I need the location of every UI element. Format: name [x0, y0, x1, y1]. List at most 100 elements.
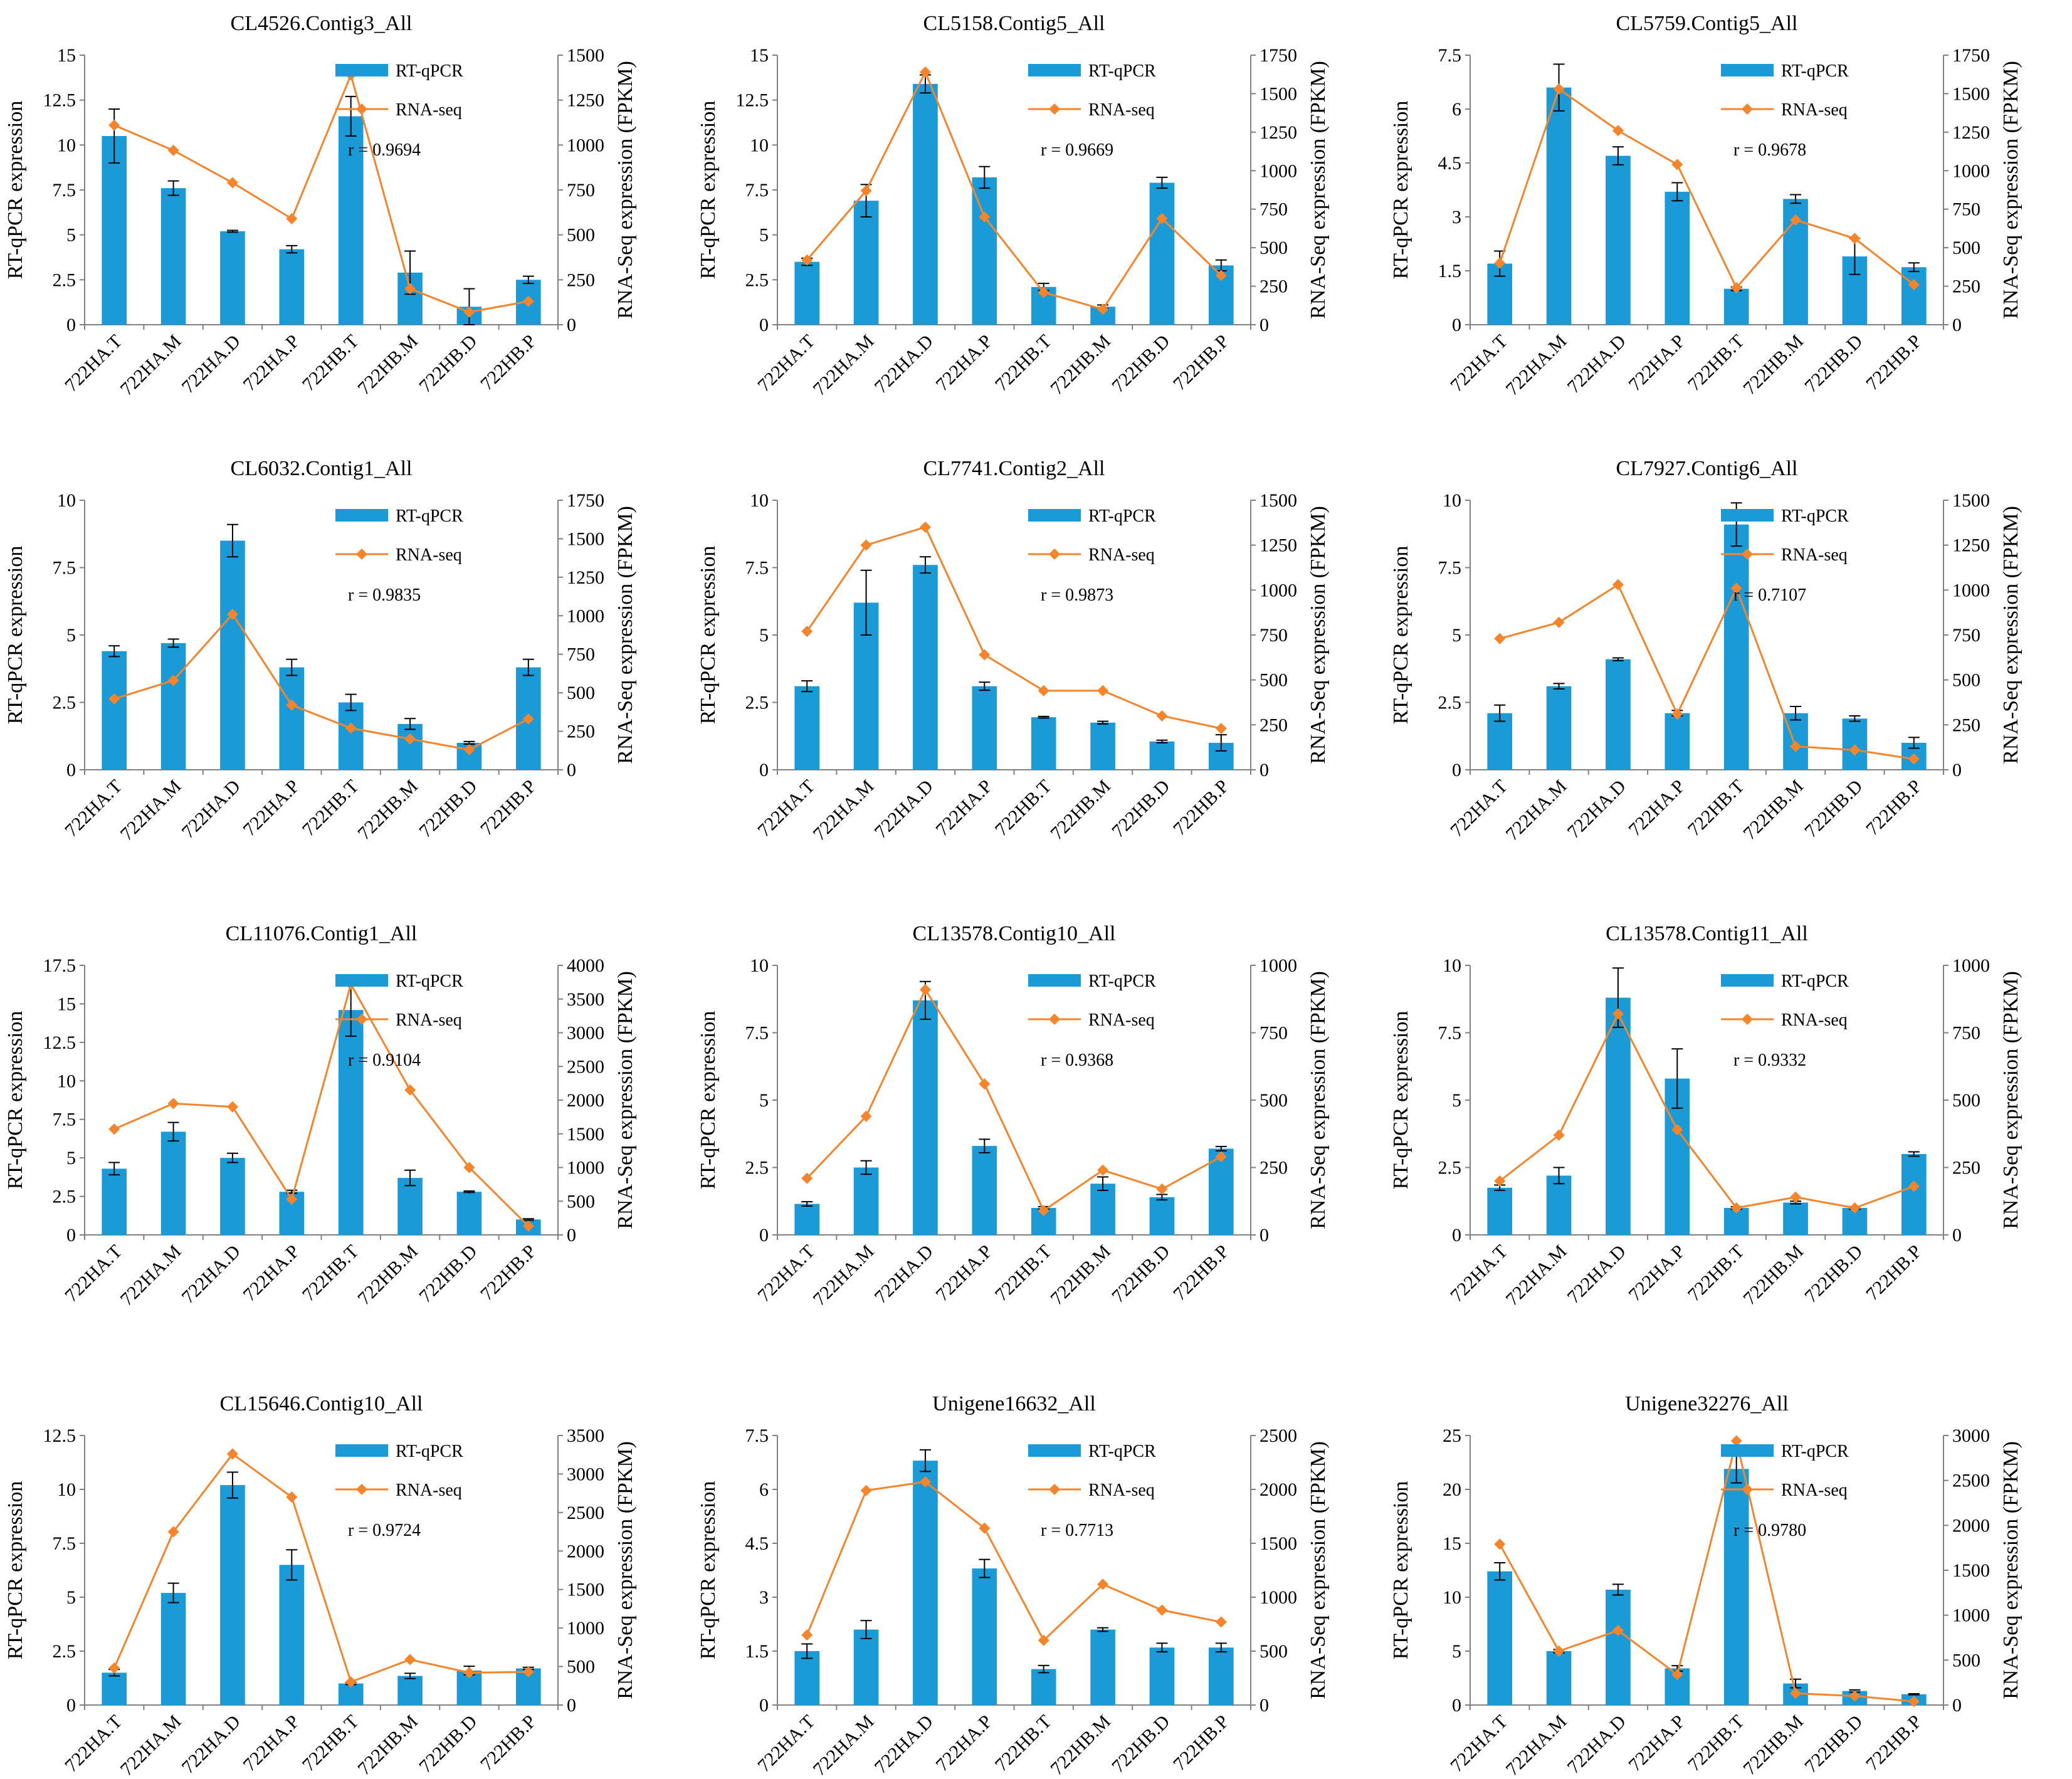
x-tick-label: 722HB.T — [298, 1241, 363, 1306]
error-bar — [1494, 1561, 1506, 1581]
y-tick-label: 10 — [57, 1479, 76, 1500]
y2-tick-label: 1750 — [567, 490, 604, 511]
y-tick-label: 15 — [750, 45, 769, 66]
correlation-annotation: r = 0.9835 — [348, 585, 421, 605]
x-tick-label: 722HA.D — [1563, 1241, 1629, 1308]
y-tick-label: 6 — [759, 1479, 769, 1500]
x-tick-label: 722HB.T — [1684, 776, 1749, 841]
bar-rt-qpcr — [397, 723, 423, 770]
bar-rt-qpcr — [220, 540, 245, 770]
rna-seq-point — [345, 1676, 357, 1688]
bar-rt-qpcr — [972, 1568, 997, 1705]
bar-rt-qpcr — [1664, 713, 1690, 770]
rna-seq-point — [919, 522, 931, 533]
legend-label-rt-qpcr: RT-qPCR — [1781, 1442, 1849, 1461]
x-tick-label: 722HA.P — [932, 776, 996, 841]
legend-marker-rna-seq — [356, 103, 367, 115]
bar-rt-qpcr — [1090, 722, 1115, 770]
y2-axis-label: RNA-Seq expression (FPKM) — [614, 1441, 637, 1699]
rna-seq-point — [1849, 744, 1861, 756]
x-tick-label: 722HA.T — [61, 1711, 126, 1776]
x-tick-label: 722HB.T — [991, 331, 1056, 396]
bar-rt-qpcr — [913, 565, 938, 770]
y-tick-label: 1.5 — [745, 1641, 769, 1662]
rna-seq-point — [1156, 1183, 1168, 1195]
error-bar — [1671, 182, 1683, 202]
y2-tick-label: 500 — [1260, 1641, 1288, 1662]
y-tick-label: 0 — [66, 1695, 76, 1716]
correlation-annotation: r = 0.9780 — [1733, 1521, 1806, 1540]
y-tick-label: 5 — [66, 225, 76, 246]
rna-seq-point — [167, 144, 179, 156]
error-bar — [404, 1169, 416, 1187]
legend-swatch-rt-qpcr — [1721, 509, 1774, 522]
y-axis-label: RT-qPCR expression — [697, 1011, 720, 1190]
y2-axis-label: RNA-Seq expression (FPKM) — [1999, 61, 2022, 319]
bar-rt-qpcr — [794, 1651, 820, 1705]
y-tick-label: 7.5 — [53, 558, 76, 579]
y2-tick-label: 750 — [1260, 1023, 1288, 1044]
bar-rt-qpcr — [1606, 155, 1631, 325]
legend-marker-rna-seq — [1742, 103, 1753, 115]
y2-axis-label: RNA-Seq expression (FPKM) — [1999, 506, 2022, 764]
y-tick-label: 15 — [57, 994, 76, 1014]
legend-marker-rna-seq — [1049, 1014, 1060, 1025]
error-bar — [860, 1160, 872, 1175]
rna-seq-point — [1097, 685, 1109, 696]
y-tick-label: 10 — [1443, 1587, 1461, 1608]
error-bar — [108, 108, 120, 164]
legend-label-rt-qpcr: RT-qPCR — [1088, 61, 1156, 81]
error-bar — [286, 658, 298, 676]
bar-rt-qpcr — [160, 1131, 186, 1235]
y2-tick-label: 2000 — [1260, 1479, 1297, 1500]
y2-tick-label: 500 — [1952, 670, 1980, 691]
rna-seq-point — [1849, 233, 1861, 244]
y-tick-label: 2.5 — [53, 693, 76, 713]
rna-seq-point — [1730, 1202, 1742, 1214]
error-bar — [345, 693, 357, 711]
x-tick-label: 722HB.P — [1862, 776, 1926, 840]
y-tick-label: 12.5 — [43, 1425, 76, 1446]
y2-tick-label: 1500 — [1952, 1560, 1990, 1581]
y2-tick-label: 250 — [1260, 276, 1288, 297]
rna-seq-point — [1097, 303, 1109, 315]
rna-seq-point — [1215, 723, 1227, 735]
bar-rt-qpcr — [1546, 1175, 1572, 1235]
y2-tick-label: 1500 — [1952, 490, 1990, 511]
bar-rt-qpcr — [913, 1000, 938, 1235]
rna-seq-point — [463, 1162, 475, 1173]
y-axis-label: RT-qPCR expression — [4, 1011, 27, 1190]
y2-tick-label: 1500 — [1260, 490, 1297, 511]
y-tick-label: 5 — [66, 1148, 76, 1168]
y2-tick-label: 500 — [1260, 238, 1288, 258]
bar-rt-qpcr — [1723, 1469, 1749, 1705]
rna-seq-point — [226, 608, 238, 620]
rna-seq-point — [404, 1654, 416, 1666]
x-tick-label: 722HA.D — [1563, 1711, 1629, 1778]
chart-title: CL5158.Contig5_All — [923, 12, 1105, 35]
x-tick-label: 722HA.T — [61, 776, 126, 841]
rna-seq-point — [1038, 1634, 1049, 1646]
error-bar — [1156, 1642, 1168, 1653]
bar-rt-qpcr — [794, 1204, 820, 1235]
x-tick-label: 722HB.M — [1739, 1711, 1807, 1779]
error-bar — [108, 645, 120, 658]
y2-tick-label: 1250 — [1260, 535, 1297, 556]
y2-axis-label: RNA-Seq expression (FPKM) — [1307, 61, 1330, 319]
x-tick-label: 722HB.D — [1801, 331, 1866, 397]
error-bar — [1553, 1167, 1565, 1185]
rna-seq-point — [801, 626, 813, 638]
y-tick-label: 7.5 — [1438, 1023, 1462, 1044]
x-tick-label: 722HB.T — [1684, 1711, 1749, 1776]
bar-rt-qpcr — [397, 1676, 423, 1705]
error-bar — [860, 1620, 872, 1639]
bar-rt-qpcr — [972, 1146, 997, 1235]
y2-tick-label: 2000 — [1952, 1515, 1990, 1536]
rna-seq-point — [463, 1667, 475, 1679]
bar-rt-qpcr — [1090, 1629, 1115, 1705]
rna-seq-point — [1156, 710, 1168, 722]
rna-seq-point — [979, 1078, 991, 1090]
y2-tick-label: 1000 — [1952, 580, 1990, 601]
bar-rt-qpcr — [1208, 1647, 1234, 1705]
